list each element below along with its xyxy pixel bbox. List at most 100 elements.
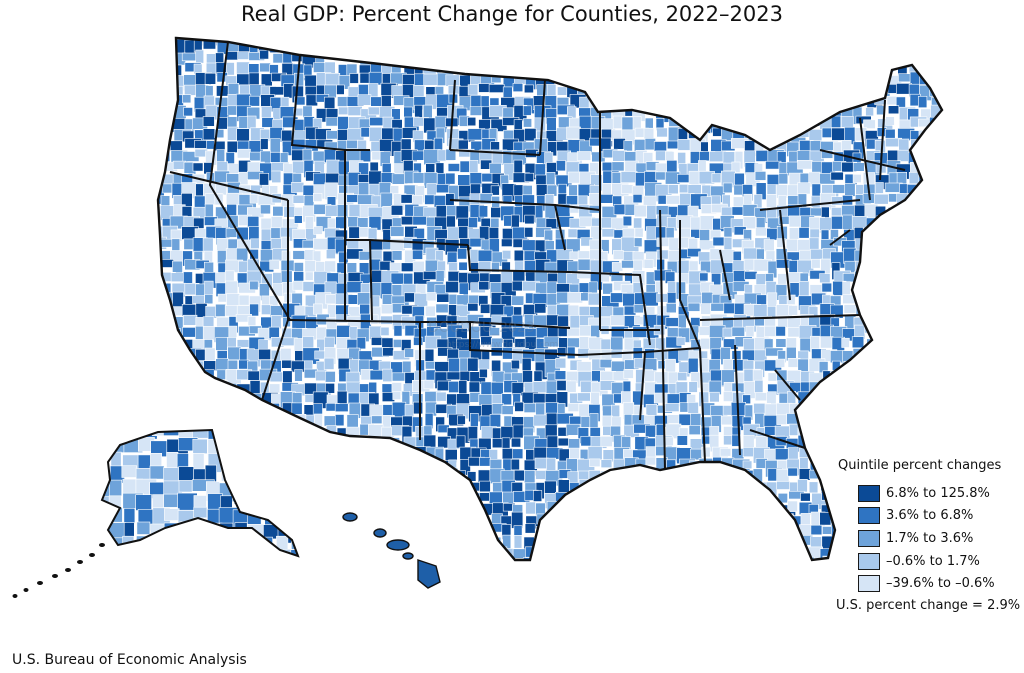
county-cell bbox=[657, 501, 669, 519]
county-cell bbox=[854, 283, 867, 296]
county-cell bbox=[710, 71, 725, 84]
county-cell bbox=[348, 558, 361, 560]
county-cell bbox=[158, 535, 160, 546]
county-cell bbox=[403, 28, 420, 37]
county-cell bbox=[767, 524, 778, 539]
county-cell bbox=[622, 72, 637, 89]
county-cell bbox=[645, 38, 659, 45]
county-cell bbox=[611, 536, 628, 548]
county-cell bbox=[192, 430, 209, 439]
county-cell bbox=[789, 38, 806, 41]
county-cell bbox=[807, 106, 817, 116]
county-cell bbox=[688, 502, 704, 511]
county-cell bbox=[500, 39, 518, 51]
county-cell bbox=[109, 549, 123, 556]
county-cell bbox=[918, 51, 929, 68]
county-cell bbox=[192, 438, 208, 455]
county-cell bbox=[745, 61, 757, 78]
county-cell bbox=[590, 514, 604, 533]
county-cell bbox=[907, 229, 925, 247]
county-cell bbox=[920, 348, 930, 363]
county-cell bbox=[920, 183, 932, 195]
county-cell bbox=[896, 371, 909, 381]
county-cell bbox=[250, 535, 261, 554]
county-cell bbox=[414, 546, 424, 559]
county-cell bbox=[181, 383, 192, 398]
county-cell bbox=[940, 369, 942, 389]
county-cell bbox=[446, 482, 463, 493]
county-cell bbox=[645, 456, 656, 466]
county-cell bbox=[557, 53, 575, 62]
county-cell bbox=[621, 184, 634, 194]
county-cell bbox=[701, 75, 718, 91]
county-cell bbox=[853, 381, 863, 390]
county-cell bbox=[323, 526, 339, 536]
county-cell bbox=[687, 480, 704, 490]
county-cell bbox=[646, 205, 657, 221]
county-cell bbox=[676, 513, 689, 531]
county-cell bbox=[732, 83, 745, 95]
county-cell bbox=[710, 259, 724, 275]
county-cell bbox=[930, 284, 942, 298]
county-cell bbox=[229, 568, 240, 578]
county-cell bbox=[426, 513, 437, 527]
county-cell bbox=[666, 536, 679, 548]
county-cell bbox=[754, 500, 768, 513]
county-cell bbox=[568, 502, 582, 513]
county-cell bbox=[301, 555, 312, 560]
county-cell bbox=[325, 555, 336, 560]
county-cell bbox=[203, 525, 216, 536]
county-cell bbox=[459, 38, 469, 43]
county-cell bbox=[412, 503, 431, 516]
county-cell bbox=[269, 259, 280, 270]
county-cell bbox=[161, 405, 179, 415]
county-cell bbox=[159, 72, 175, 81]
county-cell bbox=[181, 52, 197, 62]
county-cell bbox=[907, 394, 925, 407]
county-cell bbox=[490, 381, 504, 396]
county-cell bbox=[555, 357, 567, 369]
county-cell bbox=[919, 380, 932, 396]
county-cell bbox=[249, 401, 260, 420]
county-cell bbox=[414, 293, 428, 308]
county-cell bbox=[192, 534, 213, 551]
county-cell bbox=[235, 430, 249, 446]
county-cell bbox=[829, 425, 845, 437]
county-cell bbox=[368, 547, 379, 558]
county-cell bbox=[862, 75, 875, 87]
county-cell bbox=[600, 459, 613, 469]
county-cell bbox=[643, 557, 655, 560]
county-cell bbox=[611, 40, 623, 55]
county-cell bbox=[258, 427, 272, 443]
county-cell bbox=[544, 203, 556, 220]
county-cell bbox=[700, 522, 716, 540]
county-cell bbox=[943, 361, 955, 377]
county-cell bbox=[269, 38, 280, 42]
county-cell bbox=[390, 205, 404, 216]
county-cell bbox=[667, 184, 679, 195]
county-cell bbox=[393, 38, 409, 40]
county-cell bbox=[173, 348, 190, 360]
county-cell bbox=[349, 326, 358, 340]
county-cell bbox=[226, 62, 235, 76]
county-cell bbox=[378, 479, 396, 498]
county-cell bbox=[525, 501, 536, 515]
county-cell bbox=[323, 459, 335, 469]
county-cell bbox=[676, 60, 695, 71]
county-cell bbox=[731, 448, 745, 460]
county-cell bbox=[426, 469, 436, 484]
county-cell bbox=[774, 558, 793, 560]
county-cell bbox=[489, 327, 500, 336]
county-cell bbox=[280, 568, 296, 578]
county-cell bbox=[247, 493, 260, 506]
county-cell bbox=[411, 51, 424, 66]
county-cell bbox=[676, 336, 686, 346]
county-cell bbox=[567, 524, 580, 535]
county-cell bbox=[796, 95, 810, 105]
county-cell bbox=[797, 42, 812, 58]
county-cell bbox=[371, 415, 383, 424]
county-cell bbox=[249, 496, 272, 517]
county-cell bbox=[929, 150, 939, 165]
county-cell bbox=[666, 140, 679, 150]
county-cell bbox=[742, 502, 756, 512]
